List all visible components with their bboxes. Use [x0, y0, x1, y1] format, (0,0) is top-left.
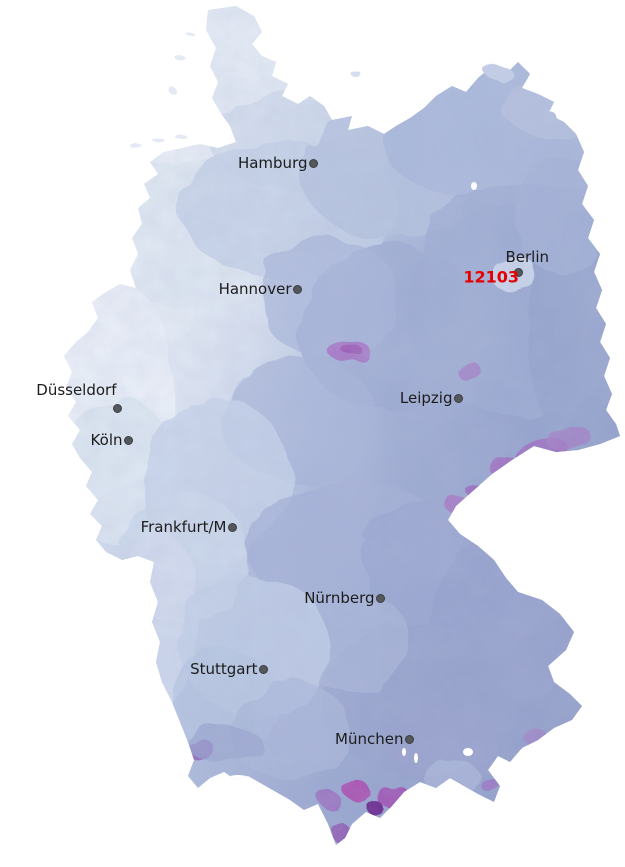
islands	[134, 30, 556, 152]
